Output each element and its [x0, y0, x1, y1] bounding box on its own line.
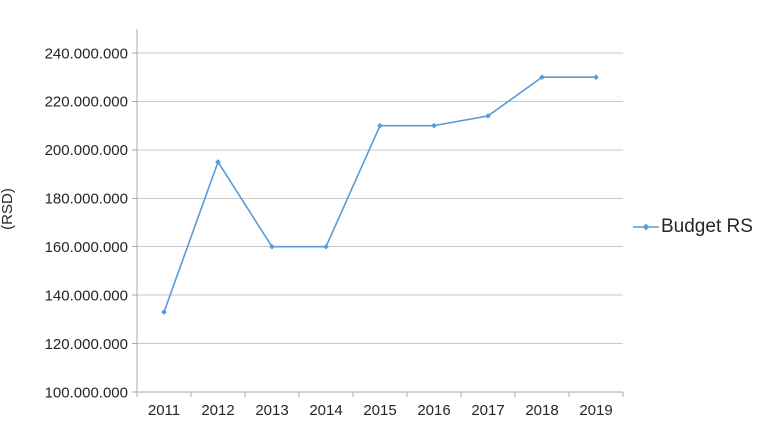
x-tick-label: 2016	[417, 402, 450, 419]
data-point-marker	[431, 122, 437, 129]
data-point-marker	[323, 243, 329, 250]
data-point-marker	[215, 159, 221, 165]
x-tick-label: 2011	[148, 402, 180, 419]
x-tick-label: 2014	[309, 402, 342, 419]
y-tick-label: 180.000.000	[45, 191, 128, 208]
legend: Budget RS	[632, 215, 753, 239]
y-tick-label: 120.000.000	[45, 336, 128, 353]
legend-line-marker-icon	[633, 223, 659, 231]
x-tick-label: 2013	[255, 402, 288, 419]
data-point-marker	[485, 113, 491, 119]
x-tick-label: 2012	[201, 402, 234, 419]
data-point-marker	[377, 122, 383, 129]
x-tick-label: 2019	[579, 402, 612, 419]
y-tick-label: 220.000.000	[45, 94, 128, 111]
y-tick-label: 240.000.000	[45, 45, 128, 62]
x-tick-label: 2018	[525, 402, 558, 419]
y-axis-title: (RSD)	[0, 188, 16, 230]
data-point-marker	[593, 74, 599, 81]
y-tick-label: 200.000.000	[45, 142, 128, 159]
data-point-marker	[161, 309, 167, 315]
x-tick-label: 2017	[471, 402, 504, 419]
data-point-marker	[269, 243, 275, 250]
legend-label: Budget RS	[661, 216, 753, 237]
y-tick-label: 140.000.000	[45, 287, 128, 304]
data-point-marker	[539, 74, 545, 81]
series-line-budget-rs	[163, 76, 597, 313]
y-tick-label: 100.000.000	[45, 384, 128, 401]
y-tick-label: 160.000.000	[45, 239, 128, 256]
x-tick-label: 2015	[363, 402, 396, 419]
